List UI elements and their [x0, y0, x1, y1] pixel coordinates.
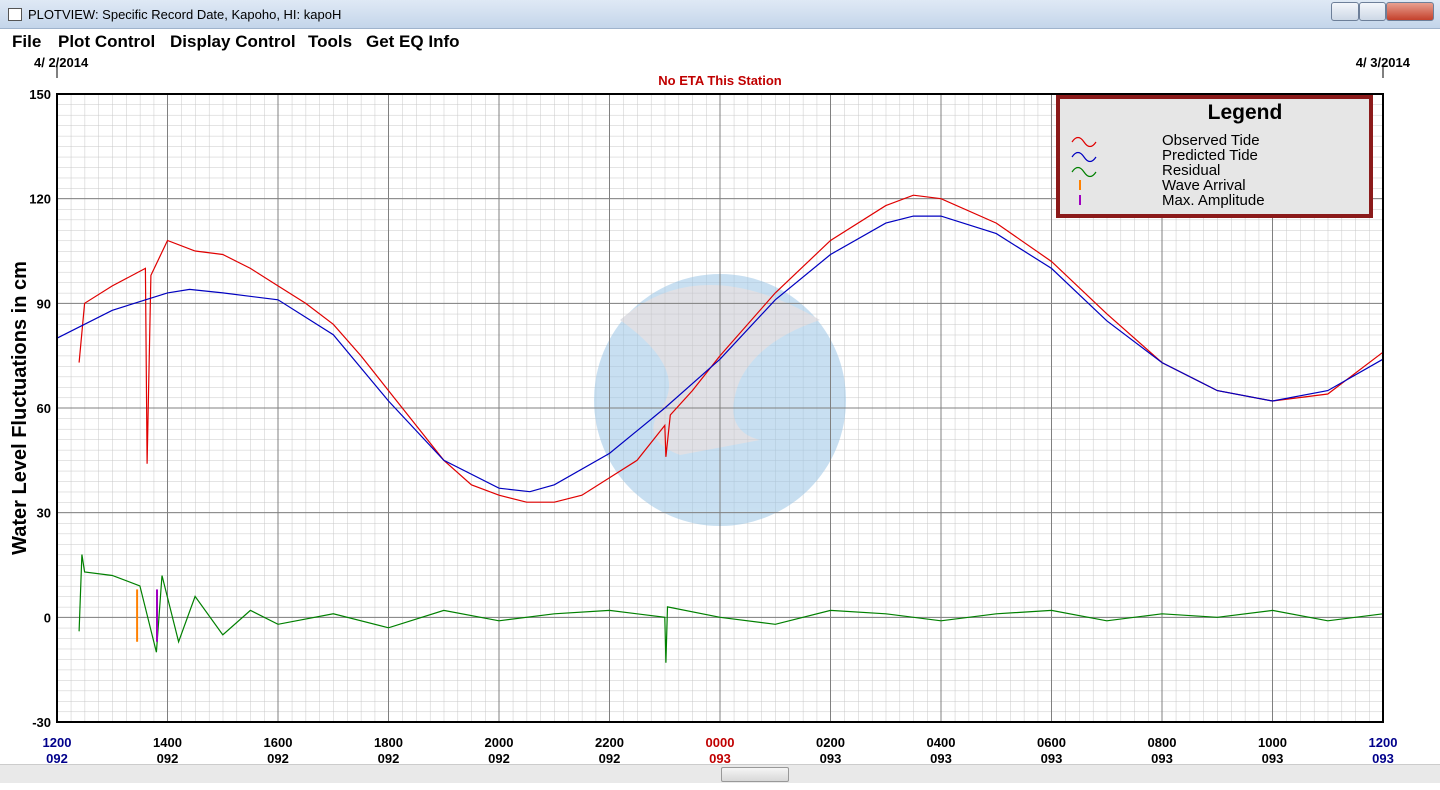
x-tick-label: 1000: [1258, 735, 1287, 750]
x-tick-label: 1800: [374, 735, 403, 750]
y-tick-label: 120: [29, 192, 51, 207]
plot-frame: [56, 93, 1384, 723]
legend-label: Predicted Tide: [1162, 147, 1258, 164]
x-tick-label: 0400: [927, 735, 956, 750]
window-title: PLOTVIEW: Specific Record Date, Kapoho, …: [28, 7, 342, 22]
title-bar: PLOTVIEW: Specific Record Date, Kapoho, …: [0, 0, 1440, 29]
menu-item[interactable]: Get EQ Info: [366, 32, 460, 51]
legend-swatch: [1071, 136, 1097, 148]
legend-label: Observed Tide: [1162, 132, 1260, 149]
x-tick-day: 092: [599, 751, 621, 764]
end-date: 4/ 3/2014: [1356, 55, 1411, 70]
x-tick-day: 093: [1151, 751, 1173, 764]
x-tick-day: 092: [267, 751, 289, 764]
maximize-button[interactable]: [1359, 2, 1386, 21]
x-tick-day: 092: [157, 751, 179, 764]
chart: 4/ 2/2014 4/ 3/2014 No ETA This Station …: [9, 55, 1411, 764]
legend-label: Wave Arrival: [1162, 177, 1246, 194]
legend-label: Max. Amplitude: [1162, 192, 1265, 209]
x-tick-day: 093: [709, 751, 731, 764]
x-tick-day: 093: [1262, 751, 1284, 764]
scrollbar[interactable]: [0, 764, 1440, 783]
y-tick-label: 0: [44, 610, 51, 625]
series-line: [78, 554, 1384, 663]
y-axis-label: Water Level Fluctuations in cm: [9, 261, 31, 555]
subtitle: No ETA This Station: [658, 73, 782, 88]
x-tick-day: 092: [46, 751, 68, 764]
legend-label: Residual: [1162, 162, 1220, 179]
x-tick-day: 093: [1372, 751, 1394, 764]
x-tick-label: 1200: [43, 735, 72, 750]
x-tick-label: 0800: [1148, 735, 1177, 750]
x-tick-day: 092: [378, 751, 400, 764]
y-tick-label: 150: [29, 87, 51, 102]
x-tick-label: 0600: [1037, 735, 1066, 750]
y-tick-label: -30: [32, 715, 51, 730]
x-tick-day: 092: [488, 751, 510, 764]
start-date: 4/ 2/2014: [34, 55, 89, 70]
close-button[interactable]: [1386, 2, 1434, 21]
legend-swatch: [1071, 166, 1097, 178]
app-icon: [8, 8, 22, 21]
scroll-thumb[interactable]: [721, 767, 789, 782]
legend-swatch: [1071, 151, 1097, 163]
x-tick-day: 093: [820, 751, 842, 764]
series-line: [56, 215, 1384, 493]
menu-item[interactable]: Tools: [308, 32, 353, 51]
minimize-button[interactable]: [1331, 2, 1359, 21]
y-tick-label: 90: [37, 296, 51, 311]
x-tick-label: 2000: [485, 735, 514, 750]
y-tick-label: 60: [37, 401, 51, 416]
x-tick-label: 2200: [595, 735, 624, 750]
menu-item[interactable]: File: [12, 32, 42, 51]
x-tick-label: 1600: [264, 735, 293, 750]
legend-title: Legend: [1208, 101, 1283, 124]
x-tick-label: 0000: [706, 735, 735, 750]
series-line: [78, 194, 1384, 503]
y-tick-label: 30: [37, 506, 51, 521]
menu-bar: File Plot Control Display Control Tools …: [0, 29, 1440, 54]
menu-item[interactable]: Display Control: [170, 32, 296, 51]
x-tick-label: 0200: [816, 735, 845, 750]
x-tick-day: 093: [1041, 751, 1063, 764]
x-tick-day: 093: [930, 751, 952, 764]
x-tick-label: 1400: [153, 735, 182, 750]
x-tick-label: 1200: [1369, 735, 1398, 750]
plot: [56, 194, 1384, 663]
menu-item[interactable]: Plot Control: [58, 32, 156, 51]
